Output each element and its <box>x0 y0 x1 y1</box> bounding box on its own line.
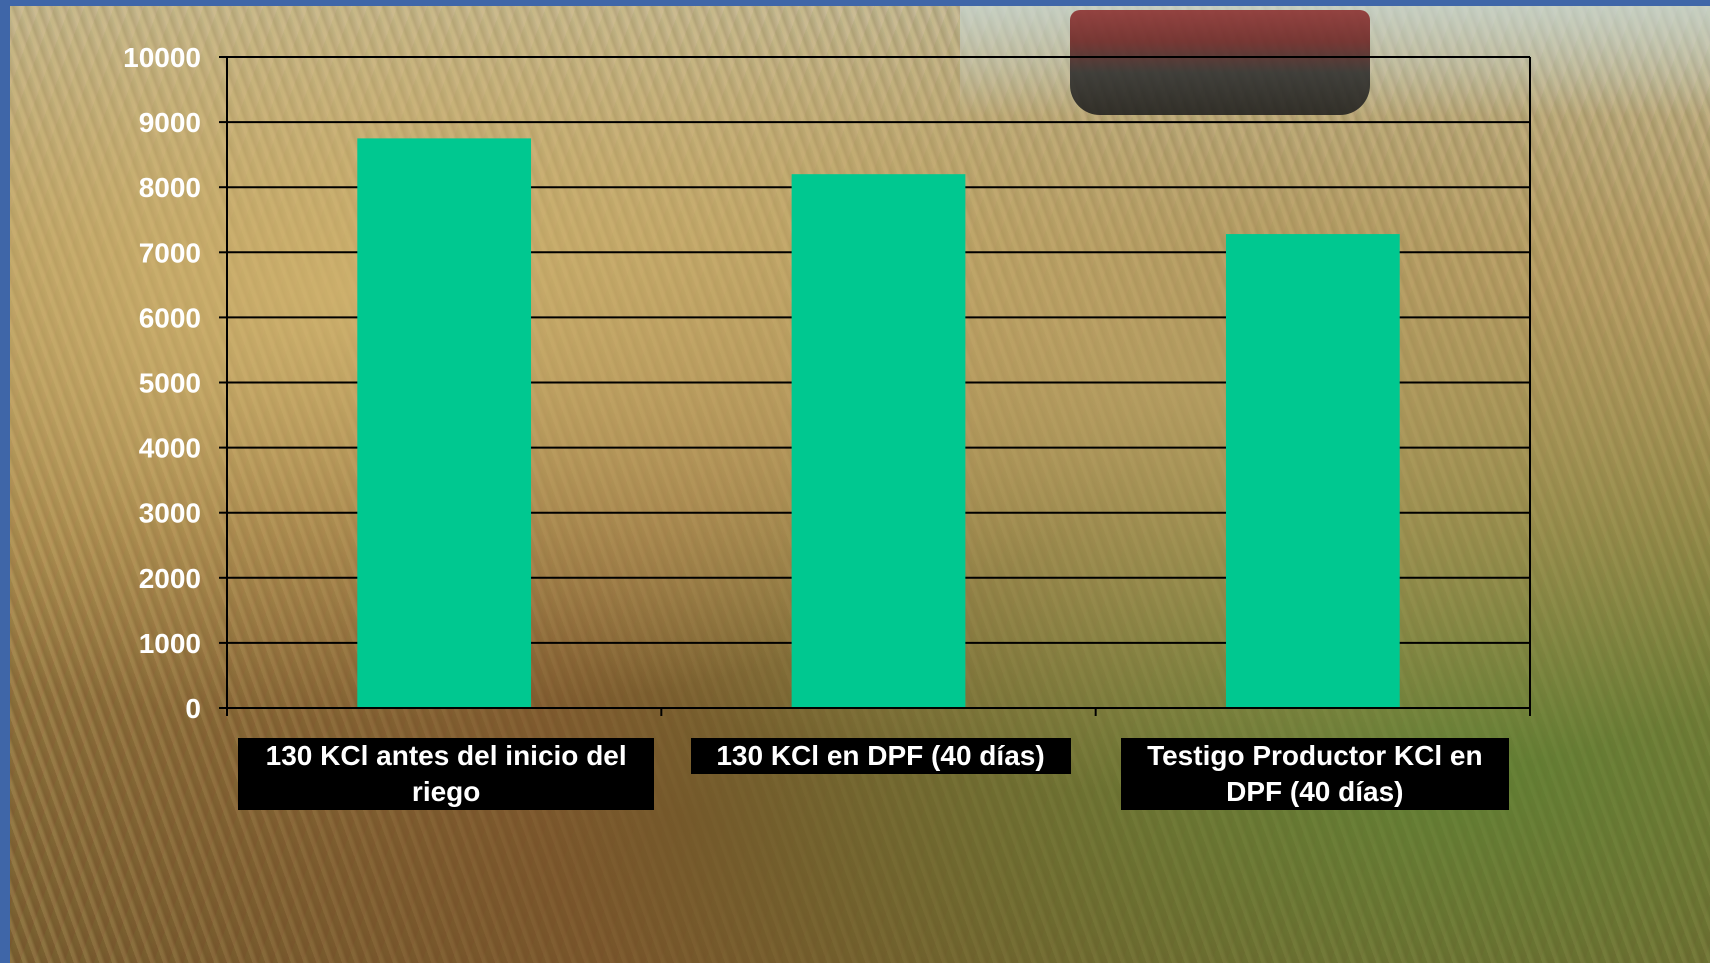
axes <box>226 57 1531 716</box>
y-tick-label: 10000 <box>123 42 201 73</box>
x-category-label-line: Testigo Productor KCl en <box>1147 740 1483 771</box>
tractor-image <box>1070 10 1370 115</box>
x-category-label-line: riego <box>411 776 481 807</box>
y-tick-label: 1000 <box>139 628 201 659</box>
y-tick-label: 5000 <box>139 368 201 399</box>
y-tick-label: 4000 <box>139 433 201 464</box>
bar-2 <box>791 174 966 708</box>
bar-1 <box>357 138 532 708</box>
y-tick-label: 2000 <box>139 563 201 594</box>
x-category-label: Testigo Productor KCl en DPF (40 días) <box>1120 738 1509 810</box>
y-tick-labels: 0 1000 2000 3000 4000 5000 6000 7000 8000 9000 100… <box>123 42 201 724</box>
y-tick-label: 7000 <box>139 237 201 268</box>
x-category-label-line: 130 KCl en DPF (40 días) <box>716 740 1045 771</box>
y-tick-label: 8000 <box>139 172 201 203</box>
slide-left-border <box>0 0 10 963</box>
y-tick-label: 3000 <box>139 498 201 529</box>
y-tick-label: 6000 <box>139 302 201 333</box>
bars <box>357 138 1400 708</box>
bar-3 <box>1225 234 1400 708</box>
y-tick-label: 0 <box>185 693 201 724</box>
x-category-label: 130 KCl antes del inicio del riego <box>238 738 655 810</box>
x-category-label: 130 KCl en DPF (40 días) <box>690 738 1071 774</box>
x-category-label-line: DPF (40 días) <box>1226 776 1404 807</box>
x-category-label-line: 130 KCl antes del inicio del <box>265 740 627 771</box>
y-tick-label: 9000 <box>139 107 201 138</box>
